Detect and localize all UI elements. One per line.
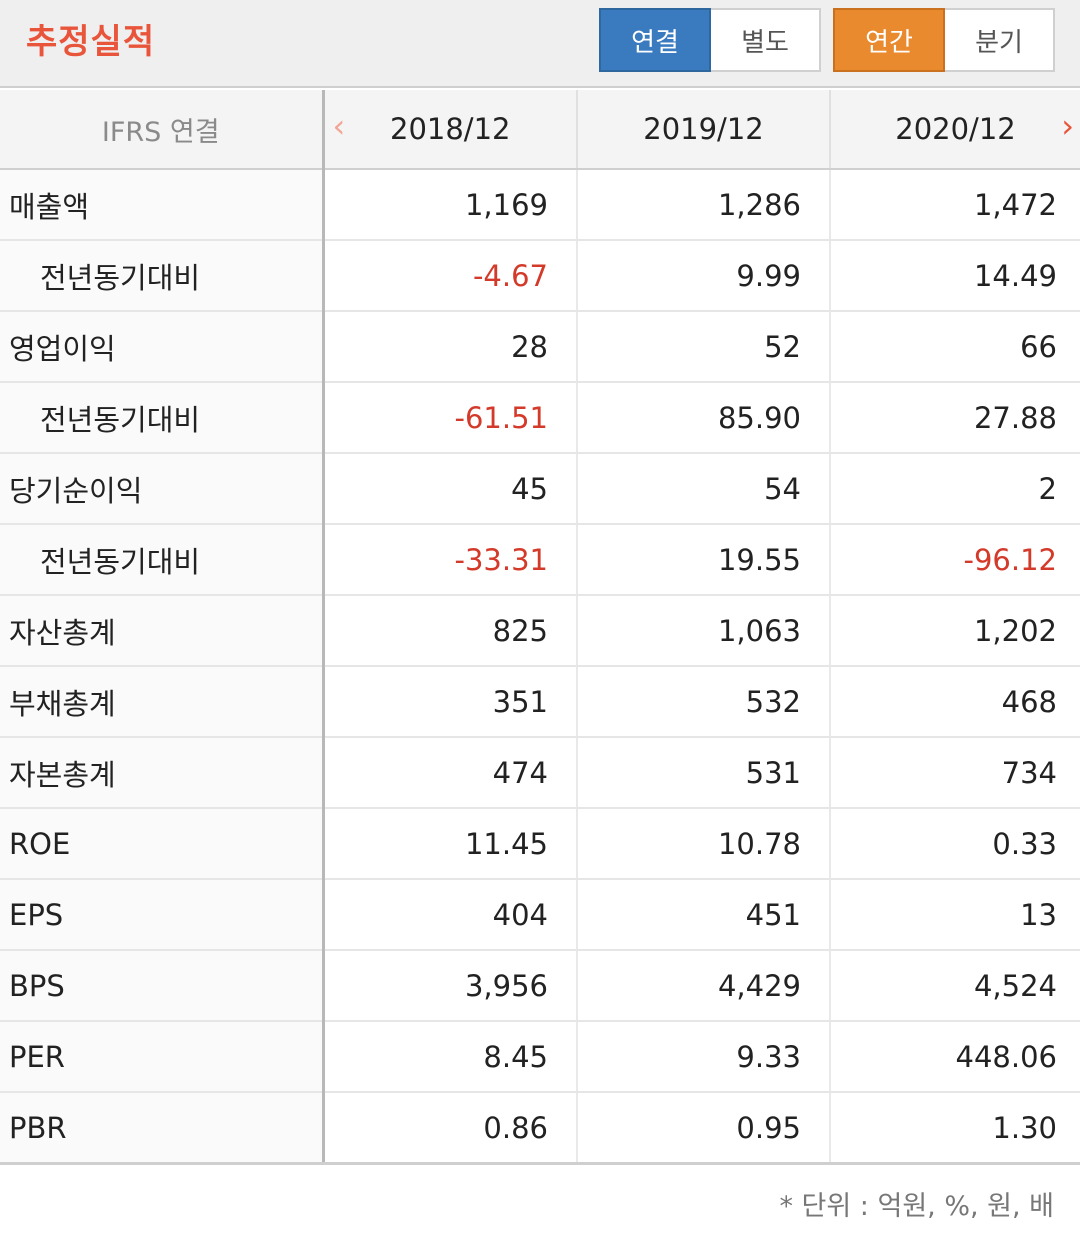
table-cell: 351: [322, 666, 577, 738]
table-row: 영업이익 28 52 66: [0, 311, 1080, 383]
column-header: ‹ 2018/12: [323, 90, 577, 170]
column-header: 2019/12: [576, 90, 830, 170]
table-cell: 10.78: [576, 808, 830, 880]
consolidated-tab[interactable]: 연결: [599, 8, 711, 72]
table-cell: 54: [576, 453, 830, 525]
row-label: 전년동기대비: [0, 382, 325, 454]
table-cell: 14.49: [829, 240, 1080, 312]
table-cell: 4,524: [829, 950, 1080, 1022]
table-cell: 1,169: [322, 169, 577, 241]
row-label: EPS: [0, 879, 325, 951]
table-cell: 28: [322, 311, 577, 383]
table-cell: 66: [829, 311, 1080, 383]
row-label: 영업이익: [0, 311, 325, 383]
table-row: BPS 3,956 4,429 4,524: [0, 950, 1080, 1022]
table-cell: 451: [576, 879, 830, 951]
section-title: 추정실적: [26, 22, 156, 62]
table-cell: 468: [829, 666, 1080, 738]
table-cell: 1,063: [576, 595, 830, 667]
table-cell: 532: [576, 666, 830, 738]
row-label: 부채총계: [0, 666, 325, 738]
table-cell: -61.51: [322, 382, 577, 454]
row-label: 전년동기대비: [0, 240, 325, 312]
table-row: 전년동기대비 -33.31 19.55 -96.12: [0, 524, 1080, 596]
table-cell: 1,472: [829, 169, 1080, 241]
table-cell: 4,429: [576, 950, 830, 1022]
table-cell: 8.45: [322, 1021, 577, 1093]
table-cell: 1.30: [829, 1092, 1080, 1165]
row-label: BPS: [0, 950, 325, 1022]
table-row: EPS 404 451 13: [0, 879, 1080, 951]
row-label: PBR: [0, 1092, 325, 1165]
table-cell: 52: [576, 311, 830, 383]
table-row: 자본총계 474 531 734: [0, 737, 1080, 809]
table-cell: 2: [829, 453, 1080, 525]
row-label: ROE: [0, 808, 325, 880]
table-row: ROE 11.45 10.78 0.33: [0, 808, 1080, 880]
table-cell: 1,286: [576, 169, 830, 241]
row-label: 매출액: [0, 169, 325, 241]
column-header: 2020/12 ›: [829, 90, 1080, 170]
table-cell: 11.45: [322, 808, 577, 880]
table-cell: 85.90: [576, 382, 830, 454]
table-cell: 27.88: [829, 382, 1080, 454]
period-toggle: 연간 분기: [833, 8, 1055, 72]
table-row: PBR 0.86 0.95 1.30: [0, 1092, 1080, 1165]
scope-toggle: 연결 별도: [599, 8, 821, 72]
table-cell: 9.33: [576, 1021, 830, 1093]
column-header-label: 2019/12: [643, 112, 764, 146]
row-label: 자본총계: [0, 737, 325, 809]
table-cell: 531: [576, 737, 830, 809]
table-row: 전년동기대비 -4.67 9.99 14.49: [0, 240, 1080, 312]
table-cell: 0.95: [576, 1092, 830, 1165]
unit-note: * 단위 : 억원, %, 원, 배: [779, 1191, 1054, 1222]
chevron-right-icon[interactable]: ›: [1061, 107, 1074, 145]
annual-tab[interactable]: 연간: [833, 8, 945, 72]
row-label: 전년동기대비: [0, 524, 325, 596]
table-cell: 1,202: [829, 595, 1080, 667]
table-header-row: IFRS 연결 ‹ 2018/12 2019/12 2020/12 ›: [0, 90, 1080, 170]
table-row: 매출액 1,169 1,286 1,472: [0, 169, 1080, 241]
row-label: 당기순이익: [0, 453, 325, 525]
row-label: 자산총계: [0, 595, 325, 667]
table-cell: 45: [322, 453, 577, 525]
table-cell: 474: [322, 737, 577, 809]
separate-tab[interactable]: 별도: [711, 8, 821, 72]
table-cell: 0.33: [829, 808, 1080, 880]
table-cell: 734: [829, 737, 1080, 809]
section-header: 추정실적 연결 별도 연간 분기: [0, 0, 1080, 88]
table-cell: 448.06: [829, 1021, 1080, 1093]
column-header-label: 2020/12: [895, 112, 1016, 146]
chevron-left-icon[interactable]: ‹: [332, 107, 346, 145]
table-cell: 0.86: [322, 1092, 577, 1165]
table-row: PER 8.45 9.33 448.06: [0, 1021, 1080, 1093]
estimate-table: IFRS 연결 ‹ 2018/12 2019/12 2020/12 › 매출액 1…: [0, 90, 1080, 1165]
table-row: 자산총계 825 1,063 1,202: [0, 595, 1080, 667]
table-cell: -96.12: [829, 524, 1080, 596]
table-cell: 3,956: [322, 950, 577, 1022]
table-cell: -33.31: [322, 524, 577, 596]
column-header-label: 2018/12: [390, 112, 511, 146]
table-cell: 404: [322, 879, 577, 951]
table-cell: 9.99: [576, 240, 830, 312]
quarterly-tab[interactable]: 분기: [945, 8, 1055, 72]
ifrs-label: IFRS 연결: [0, 90, 325, 170]
table-cell: 19.55: [576, 524, 830, 596]
row-label: PER: [0, 1021, 325, 1093]
table-row: 부채총계 351 532 468: [0, 666, 1080, 738]
table-row: 당기순이익 45 54 2: [0, 453, 1080, 525]
table-cell: -4.67: [322, 240, 577, 312]
table-cell: 825: [322, 595, 577, 667]
table-cell: 13: [829, 879, 1080, 951]
table-row: 전년동기대비 -61.51 85.90 27.88: [0, 382, 1080, 454]
